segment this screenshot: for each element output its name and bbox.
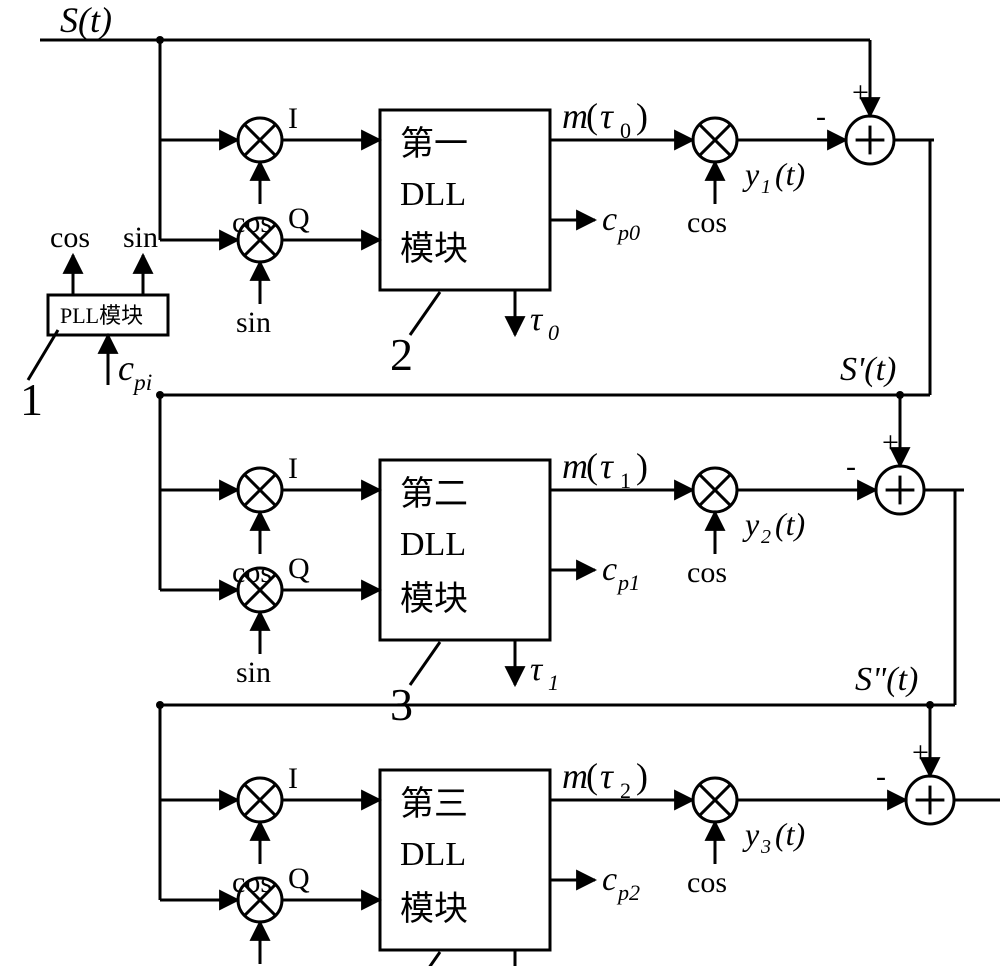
svg-text:2: 2 xyxy=(761,526,771,548)
svg-text:): ) xyxy=(636,96,648,136)
dll-title2: 模块 xyxy=(400,230,468,268)
svg-text:2: 2 xyxy=(620,778,631,803)
svg-text:c: c xyxy=(602,551,617,588)
svg-text:m: m xyxy=(562,446,588,486)
svg-text:m: m xyxy=(562,96,588,136)
svg-text:τ: τ xyxy=(600,756,614,796)
pll-cos: cos xyxy=(50,221,90,254)
svg-text:): ) xyxy=(636,446,648,486)
pll-label: PLL模块 xyxy=(60,303,143,328)
svg-text:c: c xyxy=(118,348,134,388)
svg-text:y: y xyxy=(742,506,760,542)
q-label: Q xyxy=(288,202,310,235)
svg-text:τ: τ xyxy=(530,301,544,338)
dll-mid: DLL xyxy=(400,836,466,873)
dll-title2: 模块 xyxy=(400,890,468,928)
i-label: I xyxy=(288,452,298,485)
svg-text:y: y xyxy=(742,816,760,852)
svg-text:1: 1 xyxy=(620,468,631,493)
cos-label: cos xyxy=(232,206,272,239)
cp-label: cp1 xyxy=(602,551,640,595)
q-label: Q xyxy=(288,862,310,895)
cp-label: cp0 xyxy=(602,201,640,245)
cp-label: cp2 xyxy=(602,861,640,905)
svg-text:p2: p2 xyxy=(616,880,640,905)
pll-index: 1 xyxy=(20,374,43,425)
svg-text:): ) xyxy=(636,756,648,796)
svg-text:p0: p0 xyxy=(616,220,640,245)
m-tau-label: m(τ2) xyxy=(562,756,648,803)
q-label: Q xyxy=(288,552,310,585)
stage-index: 2 xyxy=(390,329,413,380)
dll-title1: 第三 xyxy=(400,785,468,823)
s-prime-label: S'(t) xyxy=(840,351,896,388)
dll-title2: 模块 xyxy=(400,580,468,618)
s-dprime-label: S"(t) xyxy=(855,661,918,698)
svg-text:τ: τ xyxy=(600,96,614,136)
plus-label: + xyxy=(912,736,929,769)
svg-text:τ: τ xyxy=(600,446,614,486)
m-tau-label: m(τ0) xyxy=(562,96,648,143)
pll-sin: sin xyxy=(123,221,158,254)
svg-text:c: c xyxy=(602,861,617,898)
svg-text:τ: τ xyxy=(530,961,544,966)
svg-text:(t): (t) xyxy=(775,816,805,852)
i-label: I xyxy=(288,762,298,795)
minus-label: - xyxy=(816,100,826,133)
y-label: y3(t) xyxy=(742,816,805,858)
sin-label: sin xyxy=(236,656,271,689)
sin-label: sin xyxy=(236,306,271,339)
pll-cpi: cpi xyxy=(118,348,152,396)
svg-text:(: ( xyxy=(586,96,598,136)
dll-mid: DLL xyxy=(400,176,466,213)
svg-text:(t): (t) xyxy=(775,506,805,542)
minus-label: - xyxy=(876,760,886,793)
svg-text:p1: p1 xyxy=(616,570,640,595)
y-label: y2(t) xyxy=(742,506,805,548)
svg-text:3: 3 xyxy=(760,836,771,858)
m-tau-label: m(τ1) xyxy=(562,446,648,493)
tau-label: τ0 xyxy=(530,301,559,345)
cos-out-label: cos xyxy=(687,866,727,899)
svg-text:τ: τ xyxy=(530,651,544,688)
i-label: I xyxy=(288,102,298,135)
svg-text:(: ( xyxy=(586,756,598,796)
svg-text:0: 0 xyxy=(548,320,559,345)
svg-text:pi: pi xyxy=(132,370,152,396)
plus-label: + xyxy=(882,426,899,459)
signal-input: S(t) xyxy=(60,0,112,40)
y-label: y1(t) xyxy=(742,156,805,198)
dll-title1: 第一 xyxy=(400,125,468,163)
minus-label: - xyxy=(846,450,856,483)
dll-mid: DLL xyxy=(400,526,466,563)
svg-text:1: 1 xyxy=(548,670,559,695)
cos-out-label: cos xyxy=(687,556,727,589)
plus-label: + xyxy=(852,76,869,109)
svg-text:y: y xyxy=(742,156,760,192)
svg-text:(t): (t) xyxy=(775,156,805,192)
tau-label: τ2 xyxy=(530,961,559,966)
tau-label: τ1 xyxy=(530,651,559,695)
svg-text:c: c xyxy=(602,201,617,238)
cos-out-label: cos xyxy=(687,206,727,239)
dll-title1: 第二 xyxy=(400,475,468,513)
cos-label: cos xyxy=(232,556,272,589)
svg-text:m: m xyxy=(562,756,588,796)
svg-text:(: ( xyxy=(586,446,598,486)
cos-label: cos xyxy=(232,866,272,899)
svg-text:0: 0 xyxy=(620,118,631,143)
svg-text:1: 1 xyxy=(761,176,771,198)
